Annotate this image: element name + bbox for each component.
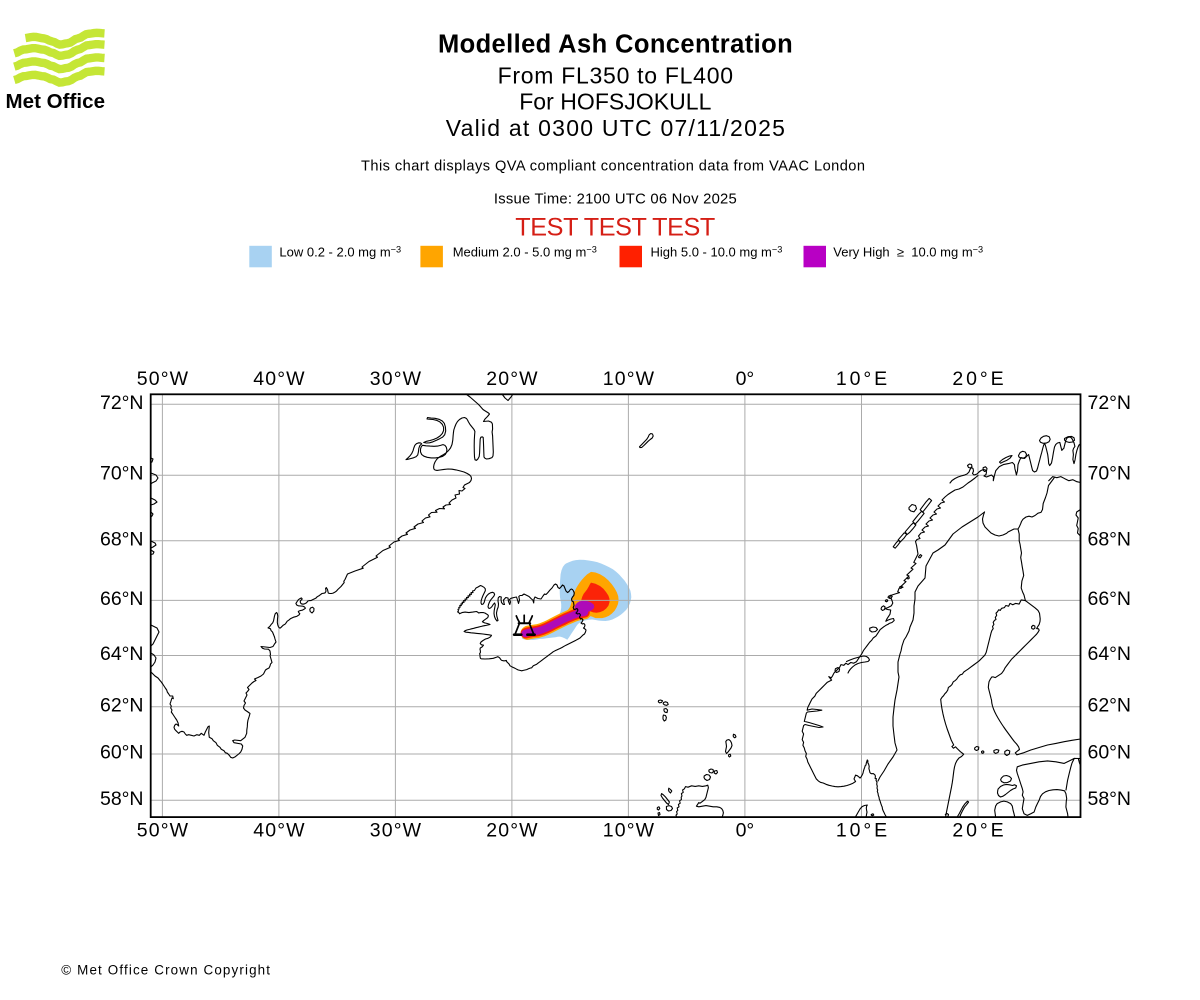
svg-text:70°N: 70°N (100, 463, 144, 485)
svg-text:20°E: 20°E (952, 820, 1003, 842)
svg-text:40°W: 40°W (253, 368, 305, 390)
svg-text:64°N: 64°N (100, 643, 144, 665)
svg-text:58°N: 58°N (100, 788, 144, 810)
svg-text:20°W: 20°W (486, 368, 538, 390)
svg-text:Medium 2.0 - 5.0 mg m−3: Medium 2.0 - 5.0 mg m−3 (453, 244, 597, 259)
svg-text:TEST TEST TEST: TEST TEST TEST (515, 214, 715, 242)
svg-text:30°W: 30°W (370, 368, 422, 390)
svg-text:Modelled Ash Concentration: Modelled Ash Concentration (438, 31, 793, 59)
svg-text:70°N: 70°N (1088, 463, 1132, 485)
svg-text:20°E: 20°E (952, 368, 1003, 390)
svg-text:50°W: 50°W (137, 368, 189, 390)
svg-text:10°E: 10°E (836, 820, 887, 842)
svg-text:72°N: 72°N (100, 392, 144, 414)
svg-text:64°N: 64°N (1088, 643, 1132, 665)
svg-text:0°: 0° (736, 820, 755, 842)
svg-text:66°N: 66°N (100, 588, 144, 610)
svg-text:© Met Office Crown Copyright: © Met Office Crown Copyright (61, 962, 270, 977)
svg-text:62°N: 62°N (100, 694, 144, 716)
svg-text:60°N: 60°N (100, 742, 144, 764)
svg-text:Valid at 0300 UTC 07/11/2025: Valid at 0300 UTC 07/11/2025 (446, 115, 785, 141)
svg-text:68°N: 68°N (100, 528, 144, 550)
svg-text:72°N: 72°N (1088, 392, 1132, 414)
svg-text:From FL350 to FL400: From FL350 to FL400 (498, 62, 733, 88)
svg-text:Very High ≥ 10.0 mg m−3: Very High ≥ 10.0 mg m−3 (833, 244, 983, 259)
svg-text:0°: 0° (736, 368, 755, 390)
svg-text:Met Office: Met Office (6, 90, 105, 113)
svg-text:High 5.0 - 10.0 mg m−3: High 5.0 - 10.0 mg m−3 (651, 244, 783, 259)
svg-text:For HOFSJOKULL: For HOFSJOKULL (519, 88, 711, 114)
svg-text:10°W: 10°W (603, 368, 655, 390)
svg-text:20°W: 20°W (486, 820, 538, 842)
svg-text:50°W: 50°W (137, 820, 189, 842)
svg-text:60°N: 60°N (1088, 742, 1132, 764)
svg-text:30°W: 30°W (370, 820, 422, 842)
svg-text:Low 0.2 - 2.0 mg m−3: Low 0.2 - 2.0 mg m−3 (279, 244, 401, 259)
svg-text:10°E: 10°E (836, 368, 887, 390)
svg-text:62°N: 62°N (1088, 694, 1132, 716)
svg-text:68°N: 68°N (1088, 528, 1132, 550)
svg-text:40°W: 40°W (253, 820, 305, 842)
svg-text:This chart displays QVA compli: This chart displays QVA compliant concen… (361, 158, 865, 174)
svg-text:Issue Time: 2100 UTC 06 Nov 20: Issue Time: 2100 UTC 06 Nov 2025 (494, 191, 737, 207)
svg-text:66°N: 66°N (1088, 588, 1132, 610)
svg-text:58°N: 58°N (1088, 788, 1132, 810)
svg-text:10°W: 10°W (603, 820, 655, 842)
